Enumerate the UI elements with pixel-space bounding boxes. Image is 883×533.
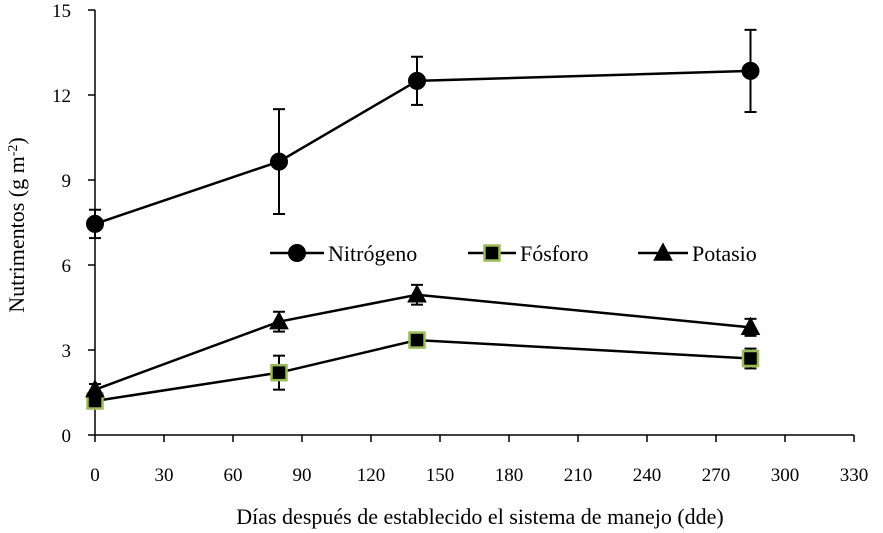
x-tick-label: 60: [224, 465, 243, 486]
x-tick-label: 0: [90, 465, 100, 486]
y-tick-label: 12: [52, 86, 71, 107]
x-tick-label: 30: [155, 465, 174, 486]
x-tick-label: 150: [426, 465, 455, 486]
y-tick-label: 15: [52, 1, 71, 22]
data-point: [408, 331, 426, 349]
y-tick-label: 9: [62, 171, 72, 192]
data-point: [269, 311, 289, 330]
x-tick-label: 120: [357, 465, 386, 486]
y-axis-ticks: 0 3 6 9 12 15: [52, 1, 95, 447]
data-point: [270, 152, 288, 171]
series-line: [94, 293, 751, 391]
data-point: [741, 349, 760, 368]
series-layer: [85, 28, 761, 410]
y-tick-label: 0: [62, 426, 72, 447]
legend: Nitrógeno Fósforo Potasio: [270, 241, 757, 266]
legend-item-nitrogeno: Nitrógeno: [270, 241, 417, 266]
legend-item-fosforo: Fósforo: [468, 241, 588, 266]
series-line: [94, 69, 751, 226]
legend-label: Potasio: [692, 241, 757, 266]
y-axis-title-close: ): [4, 137, 29, 144]
legend-label: Nitrógeno: [328, 241, 417, 266]
series-potasio: [85, 283, 761, 398]
data-point: [86, 214, 104, 233]
data-point: [741, 61, 760, 80]
axes: [94, 10, 854, 436]
legend-marker: [653, 242, 673, 261]
series-nitrogeno: [86, 28, 760, 240]
legend-marker: [288, 244, 306, 262]
data-point: [407, 284, 427, 303]
y-axis-title-superscript: -2: [6, 145, 21, 157]
data-point: [85, 379, 105, 398]
data-point: [408, 71, 426, 90]
y-tick-label: 6: [62, 256, 72, 277]
y-axis-title-main: Nutrimentos (g m: [4, 156, 29, 312]
x-tick-label: 210: [564, 465, 593, 486]
legend-item-potasio: Potasio: [638, 241, 757, 266]
y-axis-title: Nutrimentos (g m-2): [4, 137, 29, 312]
x-axis-ticks: 0 30 60 90 120 150 180 210 240 270 300 330: [90, 435, 868, 486]
x-axis-title: Días después de establecido el sistema d…: [236, 504, 724, 529]
legend-label: Fósforo: [520, 241, 588, 266]
series-fosforo: [86, 331, 760, 410]
x-tick-label: 90: [293, 465, 312, 486]
series-line: [94, 338, 751, 403]
data-point: [270, 363, 288, 382]
legend-marker: [483, 244, 501, 262]
x-tick-label: 270: [702, 465, 731, 486]
x-tick-label: 300: [771, 465, 800, 486]
x-tick-label: 330: [840, 465, 869, 486]
y-tick-label: 3: [62, 341, 72, 362]
x-tick-label: 180: [495, 465, 524, 486]
data-point: [740, 316, 761, 336]
x-tick-label: 240: [633, 465, 662, 486]
